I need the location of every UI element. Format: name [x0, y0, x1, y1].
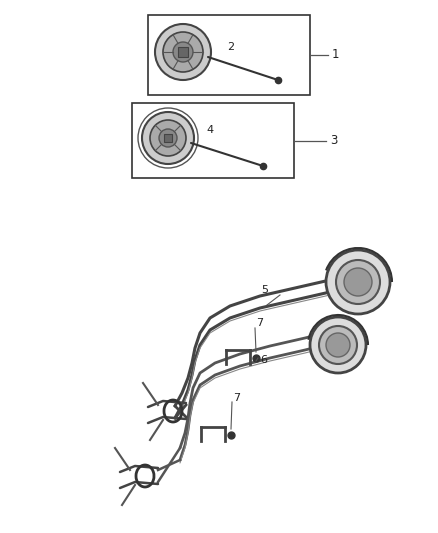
Text: 7: 7 [256, 318, 263, 328]
Bar [132, 103, 294, 178]
Text: 2: 2 [227, 42, 235, 52]
Circle shape [336, 260, 380, 304]
Circle shape [163, 32, 203, 72]
Circle shape [142, 112, 194, 164]
Text: 5: 5 [261, 285, 268, 295]
Text: 4: 4 [206, 125, 214, 135]
Text: 6: 6 [260, 355, 267, 365]
Circle shape [150, 120, 186, 156]
Text: 3: 3 [330, 134, 337, 147]
Circle shape [319, 326, 357, 364]
Text: 7: 7 [233, 393, 240, 403]
Bar [164, 134, 172, 142]
Bar [148, 15, 310, 95]
Text: 1: 1 [332, 49, 339, 61]
Circle shape [326, 333, 350, 357]
Circle shape [310, 317, 366, 373]
Circle shape [173, 42, 193, 62]
Circle shape [155, 24, 211, 80]
Bar [178, 47, 188, 57]
Circle shape [159, 129, 177, 147]
Circle shape [344, 268, 372, 296]
Circle shape [326, 250, 390, 314]
